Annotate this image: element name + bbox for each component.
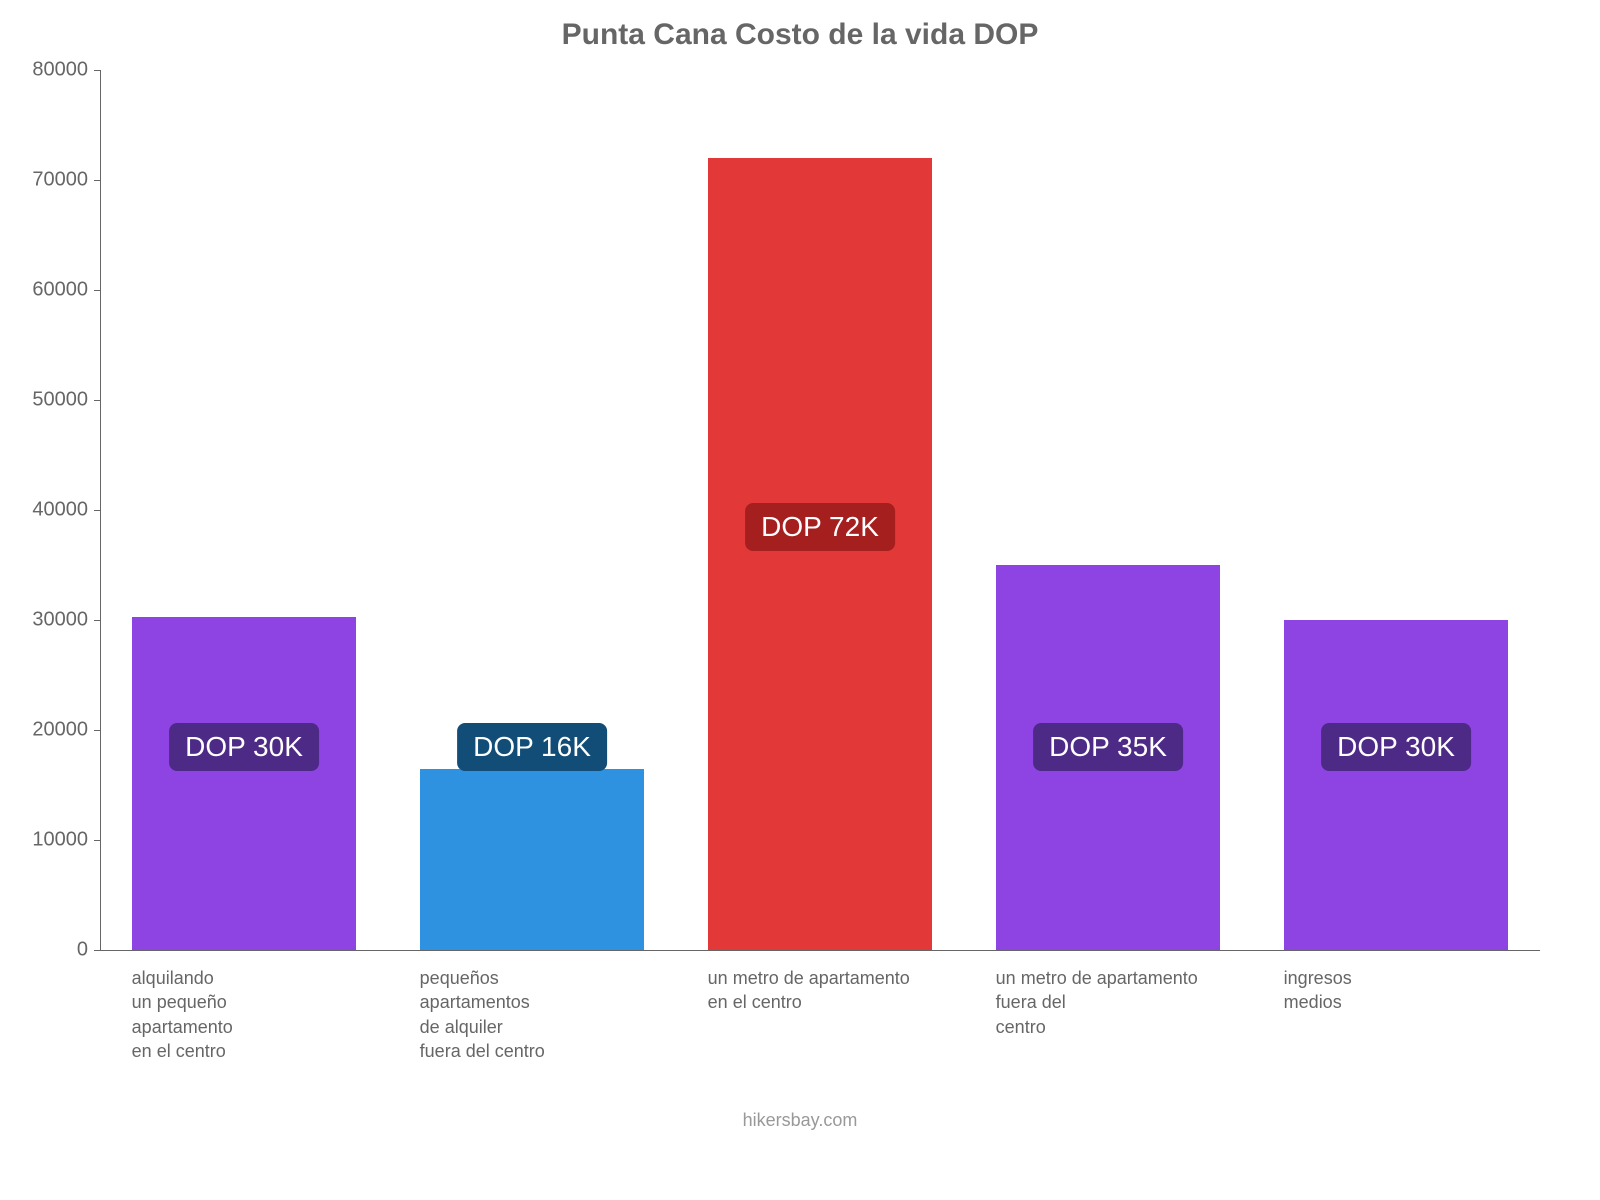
y-tick-label: 40000 xyxy=(8,499,88,522)
y-tick-mark xyxy=(94,620,100,621)
y-tick-mark xyxy=(94,730,100,731)
y-axis-line xyxy=(100,70,101,950)
chart-container: Punta Cana Costo de la vida DOP DOP 30KD… xyxy=(0,0,1600,1200)
y-tick-mark xyxy=(94,510,100,511)
chart-bar xyxy=(1284,620,1509,950)
value-badge: DOP 16K xyxy=(457,723,607,771)
y-tick-label: 50000 xyxy=(8,389,88,412)
y-tick-label: 80000 xyxy=(8,59,88,82)
value-badge: DOP 35K xyxy=(1033,723,1183,771)
value-badge: DOP 72K xyxy=(745,503,895,551)
y-tick-mark xyxy=(94,290,100,291)
y-tick-label: 70000 xyxy=(8,169,88,192)
y-tick-label: 60000 xyxy=(8,279,88,302)
chart-title: Punta Cana Costo de la vida DOP xyxy=(0,18,1600,52)
x-axis-label: alquilando un pequeño apartamento en el … xyxy=(132,966,397,1063)
y-tick-mark xyxy=(94,180,100,181)
chart-bar xyxy=(708,158,933,950)
x-axis-label: un metro de apartamento en el centro xyxy=(708,966,973,1015)
chart-bar xyxy=(420,769,645,951)
plot-area: DOP 30K DOP 16K DOP 72K DOP 35K DOP 30K xyxy=(100,70,1540,950)
x-axis-label: pequeños apartamentos de alquiler fuera … xyxy=(420,966,685,1063)
x-axis-label: un metro de apartamento fuera del centro xyxy=(996,966,1261,1039)
x-axis-label: ingresos medios xyxy=(1284,966,1549,1015)
y-tick-label: 20000 xyxy=(8,719,88,742)
y-tick-mark xyxy=(94,70,100,71)
y-tick-mark xyxy=(94,400,100,401)
value-badge: DOP 30K xyxy=(169,723,319,771)
y-tick-label: 10000 xyxy=(8,829,88,852)
value-badge: DOP 30K xyxy=(1321,723,1471,771)
y-tick-mark xyxy=(94,950,100,951)
x-axis-line xyxy=(100,950,1540,951)
y-tick-label: 0 xyxy=(8,939,88,962)
y-tick-mark xyxy=(94,840,100,841)
y-tick-label: 30000 xyxy=(8,609,88,632)
attribution: hikersbay.com xyxy=(0,1110,1600,1131)
chart-bar xyxy=(132,617,357,950)
